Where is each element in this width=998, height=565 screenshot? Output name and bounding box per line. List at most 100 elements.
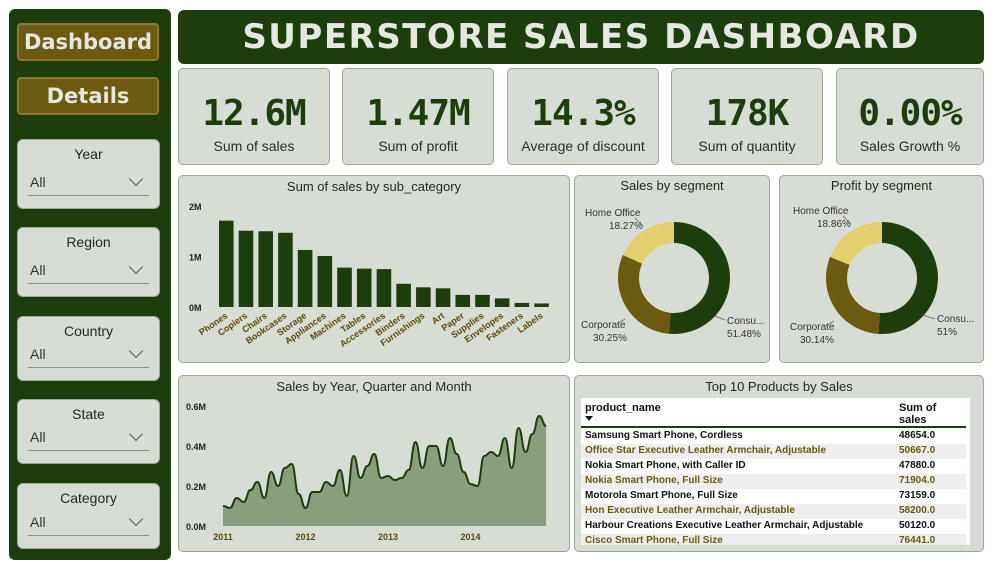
bar <box>455 294 471 307</box>
table-row[interactable]: Nokia Smart Phone, Full Size 71904.0 <box>581 474 966 489</box>
kpi-value: 178K <box>705 93 790 134</box>
sales-cell: 50120.0 <box>899 520 936 531</box>
kpi-value: 1.47M <box>366 93 470 134</box>
state-slicer: State All <box>17 399 160 464</box>
sales-cell: 71904.0 <box>899 475 936 486</box>
year-dropdown[interactable]: All <box>28 169 149 196</box>
donut-slice <box>622 222 674 264</box>
leader-line <box>842 215 852 225</box>
y-tick-label: 0M <box>189 303 202 313</box>
bar-chart-card: Sum of sales by sub_category 0M 1M 2M Phone… <box>178 175 570 363</box>
sales-cell: 73159.0 <box>899 490 936 501</box>
x-tick-label: 2012 <box>295 532 315 542</box>
column-header-sales[interactable]: Sum of sales <box>899 402 937 426</box>
chart-title: Sales by Year, Quarter and Month <box>276 379 472 394</box>
country-dropdown[interactable]: All <box>28 341 149 368</box>
kpi-value: 0.00% <box>858 93 962 134</box>
product-name-cell: Nokia Smart Phone, Full Size <box>585 475 723 486</box>
table-row[interactable]: Nokia Smart Phone, with Caller ID 47880.0 <box>581 459 966 474</box>
chevron-down-icon <box>128 171 144 187</box>
slicer-title: Year <box>74 146 103 162</box>
kpi-card-growth: 0.00% Sales Growth % <box>836 68 984 165</box>
kpi-card-discount: 14.3% Average of discount <box>507 68 659 165</box>
slicer-title: Category <box>60 490 117 506</box>
sales-segment-donut: Consu... 51.48% Corporate 30.25% Home Office… <box>581 208 764 344</box>
sidebar: Dashboard Details Year All Region All Co… <box>9 9 171 560</box>
sales-cell: 76441.0 <box>899 535 936 545</box>
bar <box>317 255 333 307</box>
sales-cell: 47880.0 <box>899 460 936 471</box>
table-row[interactable]: Hon Executive Leather Armchair, Adjustab… <box>581 504 966 519</box>
bar <box>376 269 392 307</box>
chevron-down-icon <box>128 511 144 527</box>
country-slicer: Country All <box>17 316 160 381</box>
sales-line <box>222 414 547 510</box>
segment-label: Corporate <box>581 320 626 331</box>
leader-line <box>922 314 936 320</box>
table-row[interactable]: Cisco Smart Phone, Full Size 76441.0 <box>581 534 966 545</box>
bar <box>494 298 510 307</box>
y-tick-label: 1M <box>189 253 202 263</box>
kpi-label: Sum of sales <box>213 138 295 154</box>
bar-chart: 0M1M2MPhonesCopiersChairsBookcasesStorag… <box>189 202 549 349</box>
column-header-product[interactable]: product_name <box>585 402 661 414</box>
table-row[interactable]: Samsung Smart Phone, Cordless 48654.0 <box>581 429 966 444</box>
x-tick-label: 2013 <box>378 532 398 542</box>
area-chart: 0.0M 0.2M 0.4M 0.6M 2011 2012 2013 2014 <box>186 402 547 542</box>
region-dropdown[interactable]: All <box>28 257 149 284</box>
segment-label: Home Office <box>585 208 641 219</box>
category-dropdown[interactable]: All <box>28 509 149 536</box>
table-header: product_name Sum of sales <box>581 398 966 428</box>
bar <box>337 267 352 307</box>
top-products-card: Top 10 Products by Sales product_name Su… <box>574 375 984 552</box>
segment-label: Corporate <box>790 322 835 333</box>
donut-slice <box>668 222 731 334</box>
chevron-down-icon <box>128 426 144 442</box>
bar <box>416 287 431 307</box>
segment-label: Consu... <box>727 316 764 327</box>
state-dropdown[interactable]: All <box>28 424 149 451</box>
kpi-value: 14.3% <box>531 93 635 134</box>
y-tick-label: 2M <box>189 202 202 212</box>
table-row[interactable]: Office Star Executive Leather Armchair, … <box>581 444 966 459</box>
profit-segment-card: Profit by segment Consu... 51% Corporate 30… <box>779 175 984 363</box>
y-tick-label: 0.4M <box>186 442 206 452</box>
segment-value: 51% <box>937 327 957 338</box>
sales-segment-card: Sales by segment Consu... 51.48% Corporate… <box>574 175 770 363</box>
donut-slice <box>826 256 880 334</box>
kpi-label: Sum of quantity <box>698 138 796 154</box>
kpi-label: Average of discount <box>521 138 645 154</box>
details-button[interactable]: Details <box>17 77 159 115</box>
donut-slice <box>830 222 882 265</box>
area-chart-card: Sales by Year, Quarter and Month 0.0M 0.2… <box>178 375 570 552</box>
table-row[interactable]: Motorola Smart Phone, Full Size 73159.0 <box>581 489 966 504</box>
leader-line <box>616 318 626 325</box>
slicer-title: Country <box>63 323 114 339</box>
segment-label: Home Office <box>793 206 849 217</box>
profit-segment-donut: Consu... 51% Corporate 30.14% Home Office 18.… <box>790 206 974 346</box>
chart-title: Sum of sales by sub_category <box>286 179 462 194</box>
chevron-down-icon <box>128 343 144 359</box>
kpi-label: Sales Growth % <box>859 138 961 154</box>
bar <box>396 283 411 307</box>
segment-value: 18.27% <box>609 221 643 232</box>
slicer-title: Region <box>66 234 111 250</box>
y-tick-label: 0.2M <box>186 482 206 492</box>
bar <box>278 232 293 307</box>
y-tick-label: 0.0M <box>186 522 206 532</box>
kpi-card-profit: 1.47M Sum of profit <box>342 68 494 165</box>
donut-slice <box>618 255 671 334</box>
segment-value: 30.25% <box>593 333 627 344</box>
product-name-cell: Harbour Creations Executive Leather Armc… <box>585 520 864 531</box>
table-row[interactable]: Harbour Creations Executive Leather Armc… <box>581 519 966 534</box>
donut-slice <box>878 222 938 334</box>
product-name-cell: Hon Executive Leather Armchair, Adjustab… <box>585 505 795 516</box>
dashboard-button[interactable]: Dashboard <box>17 23 159 61</box>
sales-cell: 48654.0 <box>899 430 936 441</box>
bar <box>475 294 490 307</box>
page-title: SUPERSTORE SALES DASHBOARD <box>242 17 920 57</box>
leader-line <box>825 320 835 327</box>
area-fill <box>223 416 547 526</box>
bar <box>435 288 451 307</box>
top-products-table: product_name Sum of sales Samsung Smart … <box>581 398 970 545</box>
